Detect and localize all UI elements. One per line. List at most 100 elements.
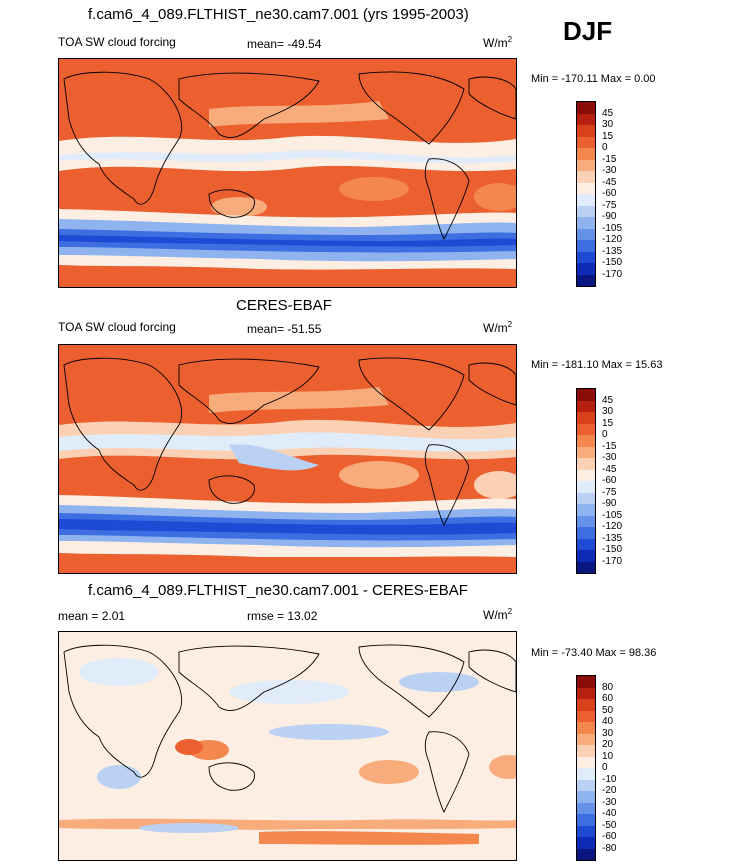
panel1-minmax: Min = -170.11 Max = 0.00 bbox=[531, 73, 656, 85]
panel2-mean-label: mean= -51.55 bbox=[247, 322, 322, 336]
colorbar-segment bbox=[577, 699, 595, 711]
colorbar-tick-label: -170 bbox=[602, 555, 623, 567]
colorbar-tick-label: -90 bbox=[602, 498, 617, 509]
colorbar-segment bbox=[577, 125, 595, 137]
panel3-rmse-label: rmse = 13.02 bbox=[247, 609, 318, 623]
colorbar-segment bbox=[577, 722, 595, 734]
panel2-map bbox=[58, 344, 517, 574]
panel1-map bbox=[58, 58, 517, 288]
colorbar-segment bbox=[577, 481, 595, 493]
colorbar-segment bbox=[577, 217, 595, 229]
panel2-units: W/m2 bbox=[483, 320, 513, 335]
colorbar-tick-label: -135 bbox=[602, 245, 623, 257]
colorbar-segment bbox=[577, 538, 595, 550]
colorbar-segment bbox=[577, 733, 595, 745]
panel2-minmax: Min = -181.10 Max = 15.63 bbox=[531, 359, 663, 371]
colorbar-segment bbox=[577, 263, 595, 275]
colorbar-segment bbox=[577, 710, 595, 722]
panel1-units: W/m2 bbox=[483, 35, 513, 50]
panel1-colorbar: 45 30 15 0 -15 -30 -45 -60 -75 -90 -105 -120 -135 -15… bbox=[576, 101, 676, 287]
colorbar-tick-label: -150 bbox=[602, 544, 623, 555]
colorbar-segment bbox=[577, 171, 595, 183]
colorbar-segment bbox=[577, 756, 595, 768]
colorbar-tick-label: -105 bbox=[602, 509, 623, 521]
colorbar-segment bbox=[577, 435, 595, 447]
colorbar-tick-label: -15 bbox=[602, 440, 617, 452]
colorbar-tick-label: -60 bbox=[602, 188, 617, 199]
colorbar-tick-label: -120 bbox=[602, 234, 623, 245]
colorbar-tick-label: 45 bbox=[602, 394, 614, 406]
panel3-units: W/m2 bbox=[483, 607, 513, 622]
colorbar-tick-label: 30 bbox=[602, 119, 614, 130]
panel1-map-svg bbox=[59, 59, 516, 287]
colorbar-segment bbox=[577, 825, 595, 837]
panel2-colorbar-box bbox=[576, 388, 596, 574]
colorbar-segment bbox=[577, 469, 595, 481]
colorbar-segment bbox=[577, 205, 595, 217]
colorbar-tick-label: 45 bbox=[602, 107, 614, 119]
colorbar-tick-label: 0 bbox=[602, 429, 608, 440]
colorbar-segment bbox=[577, 837, 595, 849]
colorbar-tick-label: -40 bbox=[602, 808, 617, 819]
panel3-colorbar-box bbox=[576, 675, 596, 861]
colorbar-segment bbox=[577, 412, 595, 424]
panel3-title: f.cam6_4_089.FLTHIST_ne30.cam7.001 - CER… bbox=[88, 582, 468, 599]
panel2-colorbar: 45 30 15 0 -15 -30 -45 -60 -75 -90 -105 -120 -135 -15… bbox=[576, 388, 676, 574]
colorbar-tick-label: 15 bbox=[602, 417, 614, 429]
colorbar-tick-label: 30 bbox=[602, 727, 614, 739]
colorbar-tick-label: -105 bbox=[602, 222, 623, 234]
colorbar-tick-label: -120 bbox=[602, 521, 623, 532]
colorbar-segment bbox=[577, 802, 595, 814]
colorbar-tick-label: 30 bbox=[602, 406, 614, 417]
colorbar-segment bbox=[577, 274, 595, 286]
colorbar-tick-label: 0 bbox=[602, 142, 608, 153]
colorbar-segment bbox=[577, 458, 595, 470]
colorbar-segment bbox=[577, 194, 595, 206]
colorbar-tick-label: -135 bbox=[602, 532, 623, 544]
panel3-colorbar: 80 60 50 40 30 20 10 0 -10 -20 -30 -40 -50 -60 -80 bbox=[576, 675, 676, 861]
panel1-mean-label: mean= -49.54 bbox=[247, 37, 322, 51]
panel2-map-svg bbox=[59, 345, 516, 573]
colorbar-tick-label: -45 bbox=[602, 463, 617, 475]
panel2-variable-label: TOA SW cloud forcing bbox=[58, 320, 176, 334]
colorbar-segment bbox=[577, 814, 595, 826]
panel1-title: f.cam6_4_089.FLTHIST_ne30.cam7.001 (yrs … bbox=[88, 6, 469, 23]
colorbar-segment bbox=[577, 400, 595, 412]
colorbar-tick-label: -30 bbox=[602, 165, 617, 176]
colorbar-tick-label: -30 bbox=[602, 796, 617, 808]
colorbar-tick-label: -90 bbox=[602, 211, 617, 222]
colorbar-segment bbox=[577, 561, 595, 573]
colorbar-segment bbox=[577, 159, 595, 171]
colorbar-tick-label: -20 bbox=[602, 785, 617, 796]
colorbar-tick-label: 0 bbox=[602, 762, 608, 773]
colorbar-segment bbox=[577, 423, 595, 435]
panel2-title: CERES-EBAF bbox=[236, 297, 332, 314]
colorbar-segment bbox=[577, 182, 595, 194]
panel3-minmax: Min = -73.40 Max = 98.36 bbox=[531, 647, 657, 659]
colorbar-segment bbox=[577, 228, 595, 240]
colorbar-tick-label: 15 bbox=[602, 130, 614, 142]
colorbar-segment bbox=[577, 768, 595, 780]
panel3-map-svg bbox=[59, 632, 516, 860]
colorbar-segment bbox=[577, 102, 595, 114]
colorbar-tick-label: -10 bbox=[602, 773, 617, 785]
colorbar-tick-label: 10 bbox=[602, 750, 614, 762]
colorbar-segment bbox=[577, 550, 595, 562]
colorbar-segment bbox=[577, 492, 595, 504]
panel3-mean-label: mean = 2.01 bbox=[58, 609, 126, 623]
colorbar-segment bbox=[577, 527, 595, 539]
panel3-map bbox=[58, 631, 517, 861]
colorbar-segment bbox=[577, 687, 595, 699]
colorbar-tick-label: -30 bbox=[602, 452, 617, 463]
colorbar-segment bbox=[577, 515, 595, 527]
colorbar-segment bbox=[577, 848, 595, 860]
colorbar-segment bbox=[577, 779, 595, 791]
colorbar-tick-label: -80 bbox=[602, 842, 617, 854]
colorbar-tick-label: 80 bbox=[602, 681, 614, 693]
colorbar-segment bbox=[577, 113, 595, 125]
colorbar-tick-label: 50 bbox=[602, 704, 614, 716]
colorbar-segment bbox=[577, 745, 595, 757]
colorbar-tick-label: 40 bbox=[602, 716, 614, 727]
panel1-variable-label: TOA SW cloud forcing bbox=[58, 35, 176, 49]
colorbar-segment bbox=[577, 389, 595, 401]
